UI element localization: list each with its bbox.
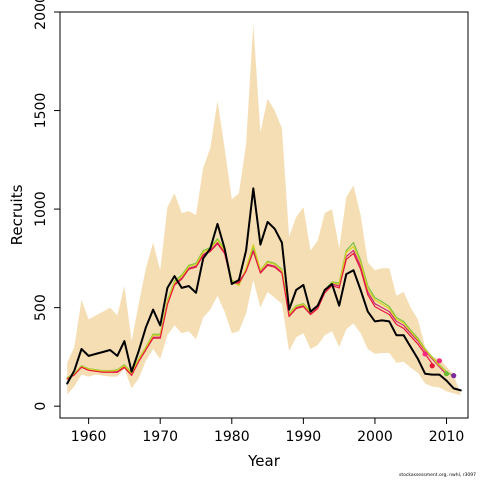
confidence-band	[67, 23, 461, 396]
x-tick-label: 1990	[286, 429, 322, 445]
y-axis: 0 500 1000 1500 2000	[33, 0, 60, 411]
y-tick-label: 0	[33, 402, 49, 411]
y-tick-label: 1000	[33, 191, 49, 227]
points-layer	[422, 351, 457, 379]
confidence-band-layer	[67, 23, 461, 396]
x-axis: 1960 1970 1980 1990 2000 2010	[71, 418, 465, 445]
x-tick-label: 1960	[71, 429, 107, 445]
x-tick-label: 2000	[357, 429, 393, 445]
data-point-2	[429, 363, 435, 369]
y-tick-label: 500	[33, 294, 49, 321]
x-axis-label: Year	[247, 452, 281, 470]
x-tick-label: 1980	[214, 429, 250, 445]
data-point-4	[443, 371, 450, 377]
plot-frame	[59, 11, 469, 419]
y-tick-label: 1500	[33, 93, 49, 129]
data-point-5	[451, 373, 457, 379]
data-point-1	[422, 351, 428, 357]
data-point-3	[436, 358, 442, 364]
y-tick-label: 2000	[33, 0, 49, 30]
series-line-retro-3	[66, 239, 448, 379]
footer-credit: stockassessment.org, nwhl, r3097	[398, 473, 476, 478]
series-line-main	[66, 187, 462, 392]
series-line-retro-4	[66, 243, 433, 380]
series-layer	[66, 187, 462, 392]
x-tick-label: 1970	[142, 429, 178, 445]
x-tick-label: 2010	[429, 429, 465, 445]
y-axis-label: Recruits	[8, 184, 26, 245]
